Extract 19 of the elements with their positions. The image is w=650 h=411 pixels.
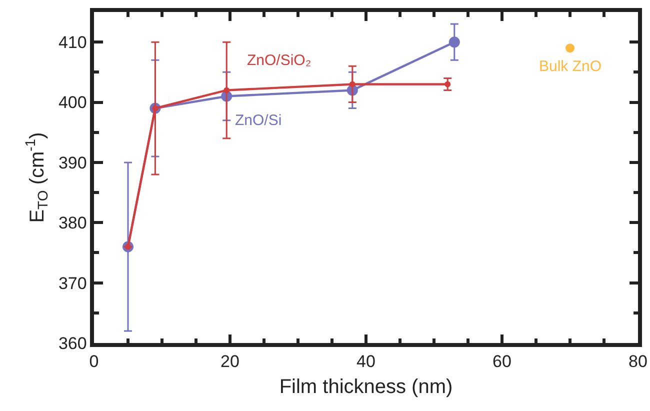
y-tick-label: 360 [58,334,87,353]
point [349,81,356,88]
series-label: ZnO/SiO₂ [247,52,312,69]
series-label: Bulk ZnO [539,58,602,75]
y-tick-label: 410 [58,33,87,52]
x-axis-title: Film thickness (nm) [279,376,453,398]
x-tick-label: 20 [220,352,240,372]
y-tick-label: 390 [58,153,87,172]
point [224,87,230,94]
series-label: ZnO/Si [235,112,282,129]
x-tick-label: 60 [492,352,512,372]
x-tick-label: 80 [628,352,648,372]
point [566,44,574,53]
y-tick-label: 370 [58,274,87,293]
point [448,36,460,48]
x-tick-label: 0 [89,352,99,372]
y-tick-label: 400 [58,93,87,112]
y-tick-label: 380 [58,214,87,233]
x-tick-label: 40 [356,352,376,372]
